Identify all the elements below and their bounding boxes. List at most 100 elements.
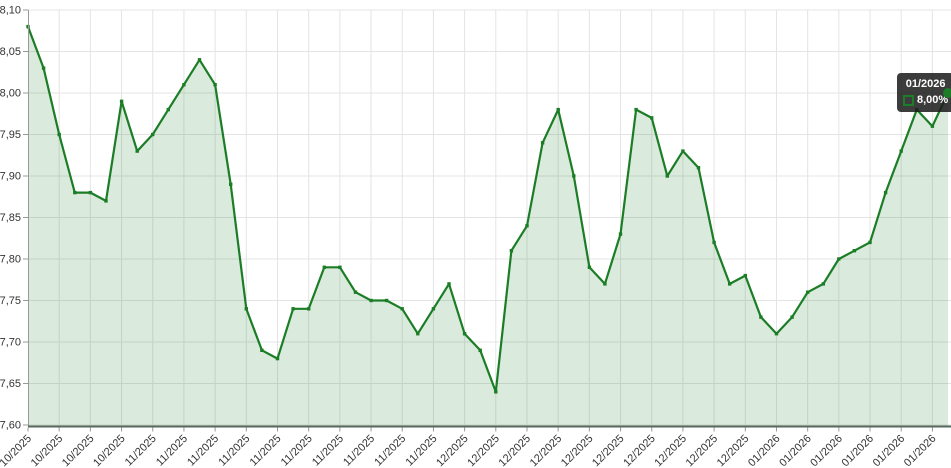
point-marker <box>307 307 311 311</box>
y-axis-label: 7,80 <box>0 254 21 266</box>
point-marker <box>73 190 77 195</box>
x-axis-label: 11/2025 <box>310 433 346 468</box>
y-axis-label: 8,05 <box>0 46 21 58</box>
point-marker <box>431 307 436 311</box>
x-axis-label: 11/2025 <box>341 433 377 468</box>
y-axis-label: 8,00 <box>0 88 21 100</box>
point-marker <box>821 282 825 286</box>
point-marker <box>540 141 545 145</box>
point-marker <box>478 348 482 352</box>
x-axis-label: 12/2025 <box>652 433 689 468</box>
point-marker <box>806 290 810 294</box>
y-axis-labels: 8,10 8,05 8,00 7,95 7,90 7,85 7,80 7,75 7,70 7,65… <box>0 5 21 432</box>
y-axis-label: 7,85 <box>0 212 21 224</box>
point-marker <box>197 58 202 62</box>
x-axis-label: 12/2025 <box>497 433 534 468</box>
y-axis-label: 7,75 <box>0 295 21 307</box>
point-marker <box>166 107 170 112</box>
x-axis-label: 10/2025 <box>0 433 34 468</box>
point-marker <box>244 307 248 311</box>
x-axis-label: 12/2025 <box>590 433 627 468</box>
x-axis-label: 12/2025 <box>715 433 752 468</box>
point-marker <box>618 232 623 236</box>
point-marker <box>275 356 280 361</box>
x-axis-label: 11/2025 <box>248 433 284 468</box>
point-marker <box>556 107 560 112</box>
point-marker <box>41 66 46 70</box>
point-marker <box>868 240 872 245</box>
point-marker <box>353 290 358 294</box>
point-marker <box>837 257 841 261</box>
point-marker <box>930 124 935 128</box>
x-axis-label: 10/2025 <box>60 433 97 468</box>
point-marker <box>587 265 592 269</box>
point-marker <box>728 282 732 286</box>
y-axis-label: 7,65 <box>0 378 21 390</box>
x-axis-label: 11/2025 <box>154 433 190 468</box>
point-marker <box>384 298 389 303</box>
x-axis-label: 12/2025 <box>684 433 721 468</box>
point-marker <box>603 282 607 286</box>
point-marker <box>883 190 888 195</box>
x-axis-label: 01/2026 <box>808 433 845 468</box>
tooltip-date: 01/2026 <box>905 78 946 90</box>
y-axis-label: 7,70 <box>0 337 21 349</box>
x-axis-label: 11/2025 <box>403 433 439 468</box>
point-marker <box>291 307 295 311</box>
chart-tooltip: 01/2026 8,00% <box>897 73 951 112</box>
point-marker <box>338 265 342 269</box>
point-marker <box>852 249 857 253</box>
x-axis-label: 12/2025 <box>465 433 502 468</box>
x-axis-label: 11/2025 <box>216 433 252 468</box>
point-marker <box>462 332 467 336</box>
series-swatch-icon <box>903 94 914 106</box>
x-axis-label: 01/2026 <box>902 433 939 468</box>
y-axis-label: 7,95 <box>0 129 21 141</box>
point-marker <box>57 132 61 137</box>
point-marker <box>774 332 779 336</box>
x-axis-label: 11/2025 <box>372 433 408 468</box>
point-marker <box>696 166 701 170</box>
point-marker <box>681 149 685 153</box>
y-axis-label: 7,90 <box>0 171 21 183</box>
x-axis-label: 12/2025 <box>621 433 658 468</box>
x-axis-label: 11/2025 <box>185 433 221 468</box>
point-marker <box>229 182 233 186</box>
point-marker <box>525 224 529 228</box>
point-marker <box>119 99 124 103</box>
point-marker <box>104 199 108 203</box>
x-axis-label: 01/2026 <box>746 433 783 468</box>
point-marker <box>650 116 654 120</box>
series-line <box>26 25 950 393</box>
point-marker <box>88 190 93 195</box>
point-marker <box>743 273 747 278</box>
y-axis-label: 7,60 <box>0 420 21 432</box>
point-marker <box>790 315 794 319</box>
x-axis-label: 11/2025 <box>279 433 315 468</box>
y-axis-label: 8,10 <box>0 5 21 17</box>
point-marker <box>400 307 404 311</box>
point-marker <box>260 348 264 352</box>
point-marker <box>712 240 716 245</box>
x-axis-labels: 10/202510/202510/202510/202511/202511/20… <box>0 433 939 468</box>
point-marker <box>151 132 155 137</box>
point-marker <box>572 174 576 178</box>
x-axis-label: 12/2025 <box>528 433 565 468</box>
x-axis-label: 10/2025 <box>29 433 66 468</box>
point-marker <box>135 149 139 153</box>
point-marker <box>899 149 903 153</box>
point-marker <box>665 174 669 178</box>
point-marker <box>759 315 763 319</box>
series-area-fill <box>28 26 948 426</box>
point-marker <box>494 390 498 394</box>
x-axis-label: 12/2025 <box>434 433 471 468</box>
horizontal-gridlines <box>28 9 951 426</box>
active-point-marker <box>943 88 951 98</box>
point-marker <box>322 265 326 269</box>
x-axis-label: 11/2025 <box>123 433 159 468</box>
vertical-gridlines <box>58 10 933 426</box>
x-axis-label: 01/2026 <box>777 433 814 468</box>
point-marker <box>447 282 451 286</box>
